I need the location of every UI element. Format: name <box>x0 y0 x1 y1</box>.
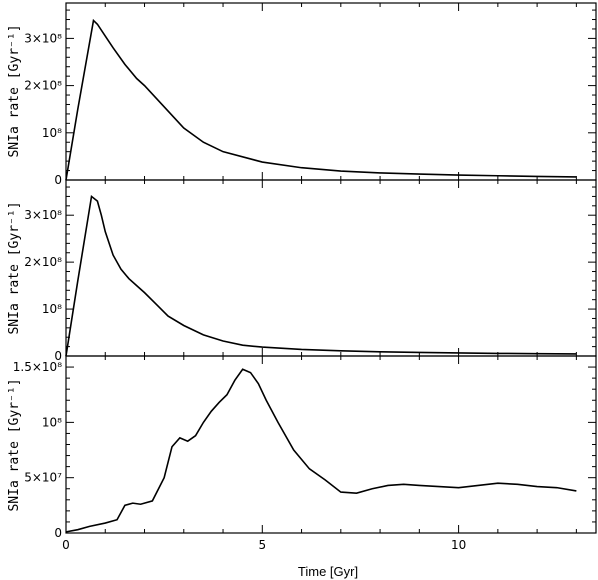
panel-3: 0 5×10⁷ 10⁸ 1.5×10⁸ 0 5 10 SNIa rate [Gyr⁻¹] T… <box>7 355 597 579</box>
panel-2-series-line <box>65 194 577 357</box>
y-tick-label: 10⁸ <box>42 126 62 140</box>
panel-1: 0 10⁸ 2×10⁸ 3×10⁸ SNIa rate [Gyr⁻¹] <box>7 2 597 187</box>
y-tick-label: 5×10⁷ <box>24 471 62 485</box>
y-tick-label: 10⁸ <box>42 302 62 316</box>
panel-1-series-line <box>65 18 577 181</box>
panel-1-ticks: 0 10⁸ 2×10⁸ 3×10⁸ <box>24 3 596 187</box>
panel-3-series-line <box>65 368 577 533</box>
x-tick-label: 0 <box>62 538 70 552</box>
y-tick-label: 0 <box>54 173 62 187</box>
panel-3-ticks: 0 5×10⁷ 10⁸ 1.5×10⁸ 0 5 10 <box>13 355 596 552</box>
y-tick-label: 2×10⁸ <box>24 79 62 93</box>
x-tick-label: 5 <box>258 538 266 552</box>
panel-1-ylabel: SNIa rate [Gyr⁻¹] <box>7 24 22 157</box>
panel-1-frame <box>65 2 597 181</box>
panel-2-ticks: 0 10⁸ 2×10⁸ 3×10⁸ <box>24 180 596 363</box>
y-tick-label: 3×10⁸ <box>24 31 62 45</box>
y-tick-label: 0 <box>54 526 62 540</box>
y-tick-label: 0 <box>54 349 62 363</box>
y-tick-label: 10⁸ <box>42 415 62 429</box>
panel-2-ylabel: SNIa rate [Gyr⁻¹] <box>7 201 22 334</box>
y-tick-label: 1.5×10⁸ <box>13 360 62 374</box>
panel-2-frame <box>65 179 597 357</box>
panel-2: 0 10⁸ 2×10⁸ 3×10⁸ SNIa rate [Gyr⁻¹] <box>7 179 597 363</box>
y-tick-label: 2×10⁸ <box>24 255 62 269</box>
panel-3-frame <box>65 355 597 534</box>
panel-3-ylabel: SNIa rate [Gyr⁻¹] <box>7 378 22 511</box>
x-tick-label: 10 <box>451 538 466 552</box>
x-axis-label: Time [Gyr] <box>298 564 358 579</box>
y-tick-label: 3×10⁸ <box>24 208 62 222</box>
